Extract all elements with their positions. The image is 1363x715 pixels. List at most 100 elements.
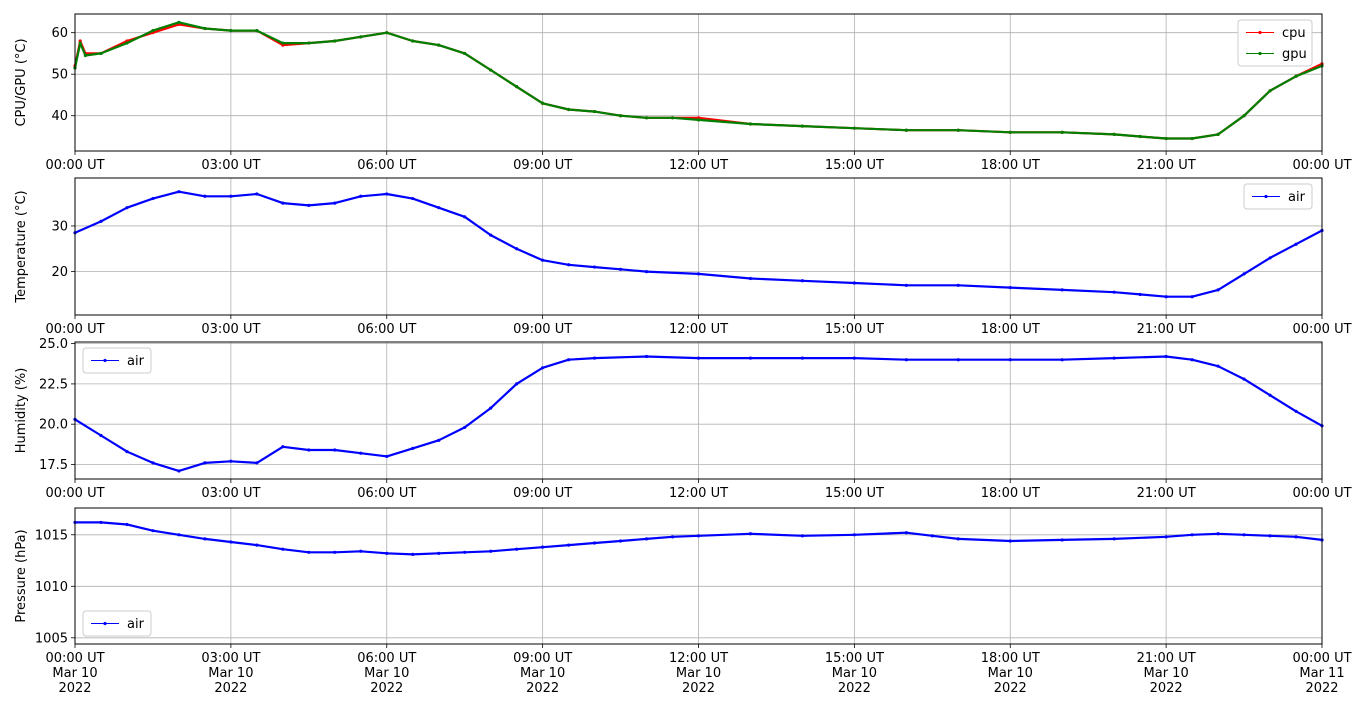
x-tick-label: 12:00 UT [669,486,728,501]
y-tick-label: 1005 [35,631,68,646]
data-point-air [437,438,441,442]
data-point-gpu [307,41,311,45]
data-point-air [151,461,155,465]
legend-label-air: air [1288,190,1306,205]
y-tick-label: 22.5 [39,377,68,392]
chart-panel-1: 00:00 UT 03:00 UT 06:00 UT 09:00 UT 12:00 UT… [14,13,1352,173]
data-point-gpu [748,122,753,126]
x-tick-label: 00:00 UT Mar 11 2022 [1292,651,1351,696]
data-point-gpu [1164,136,1168,141]
data-point-air [541,366,545,370]
data-point-air [1008,358,1012,362]
legend: air [1243,183,1313,210]
data-point-air [333,448,337,452]
series-line-air [74,355,1323,472]
x-tick-label: 21:00 UT [1137,322,1196,337]
legend-label-air: air [127,617,145,632]
data-point-air [1294,242,1298,246]
data-point-gpu [1268,89,1272,93]
data-point-air [463,425,467,430]
data-point-air [1060,288,1064,292]
data-point-air [281,547,285,551]
data-point-gpu [281,41,285,45]
data-point-air [515,382,519,386]
data-point-air [748,532,753,536]
data-point-gpu [696,118,701,122]
data-point-air [644,537,649,541]
legend-marker-air [103,358,107,363]
x-tick-label: 03:00 UT [201,486,260,501]
y-tick-label: 50 [51,68,68,83]
data-point-air [1008,539,1012,543]
data-point-gpu [852,126,856,130]
data-point-gpu [411,39,415,43]
x-tick-label: 06:00 UT Mar 10 2022 [357,651,416,696]
data-point-air [1268,393,1272,397]
data-point-air [800,356,805,360]
legend-marker-cpu [1258,30,1262,35]
data-point-air [1060,538,1064,542]
data-point-air [99,219,103,223]
data-point-gpu [670,116,675,120]
data-point-air [852,533,856,537]
data-point-air [1190,533,1194,537]
data-point-air [125,522,129,527]
data-point-air [177,533,181,537]
x-tick-label: 12:00 UT Mar 10 2022 [669,651,728,696]
data-point-air [567,543,571,547]
data-point-air [255,192,259,196]
data-point-gpu [567,107,571,112]
data-point-air [592,265,597,269]
data-point-air [618,539,623,543]
x-tick-label: 15:00 UT Mar 10 2022 [825,651,884,696]
data-point-gpu [333,39,337,43]
x-tick-label: 03:00 UT [201,322,260,337]
data-point-gpu [437,43,441,47]
legend-label-cpu: cpu [1282,26,1306,41]
legend-label-gpu: gpu [1282,47,1307,62]
data-point-air [541,258,545,262]
data-point-air [463,550,467,554]
data-point-air [411,446,415,450]
data-point-air [359,549,363,553]
x-tick-label: 00:00 UT [1292,158,1351,173]
data-point-gpu [99,51,103,56]
legend: air [82,610,152,637]
data-point-air [177,469,181,473]
data-point-air [592,356,597,360]
x-tick-label: 12:00 UT [669,322,728,337]
series-line-air [74,190,1323,298]
data-point-gpu [229,29,233,33]
x-tick-label: 03:00 UT [201,158,260,173]
data-point-air [255,543,259,547]
data-point-air [255,461,259,465]
data-point-air [489,406,493,410]
data-point-gpu [125,41,129,45]
y-tick-label: 40 [51,109,68,124]
x-tick-label: 00:00 UT [45,322,104,337]
data-point-air [229,194,233,198]
data-point-air [1190,295,1194,299]
chart-panel-4: 00:00 UT Mar 10 2022 03:00 UT Mar 10 2022 06:0… [14,507,1352,696]
x-tick-label: 09:00 UT [513,158,572,173]
legend-box [1237,19,1313,67]
y-axis-label: CPU/GPU (°C) [14,38,29,126]
data-point-air [1164,535,1168,539]
data-point-gpu [541,101,545,105]
data-point-air [956,537,960,541]
data-point-air [618,267,623,271]
x-tick-label: 15:00 UT [825,322,884,337]
data-point-air [1268,534,1272,538]
data-point-gpu [1060,130,1064,134]
data-point-air [1294,409,1298,413]
legend-marker-gpu [1258,51,1262,56]
y-tick-label: 17.5 [39,458,68,473]
data-point-air [125,450,129,454]
y-tick-label: 25.0 [39,337,68,352]
data-point-gpu [177,20,181,24]
data-point-air [567,358,571,362]
data-point-air [307,203,311,207]
data-point-air [515,247,519,251]
data-point-air [930,534,934,538]
